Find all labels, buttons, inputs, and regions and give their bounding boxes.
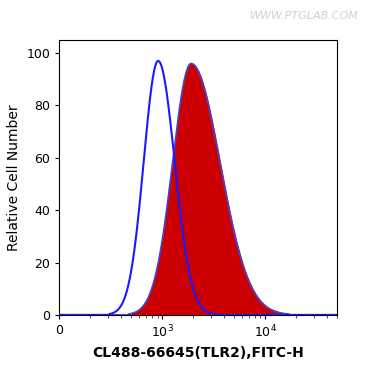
Y-axis label: Relative Cell Number: Relative Cell Number (7, 104, 21, 251)
Text: WWW.PTGLAB.COM: WWW.PTGLAB.COM (250, 11, 359, 21)
X-axis label: CL488-66645(TLR2),FITC-H: CL488-66645(TLR2),FITC-H (92, 346, 304, 360)
